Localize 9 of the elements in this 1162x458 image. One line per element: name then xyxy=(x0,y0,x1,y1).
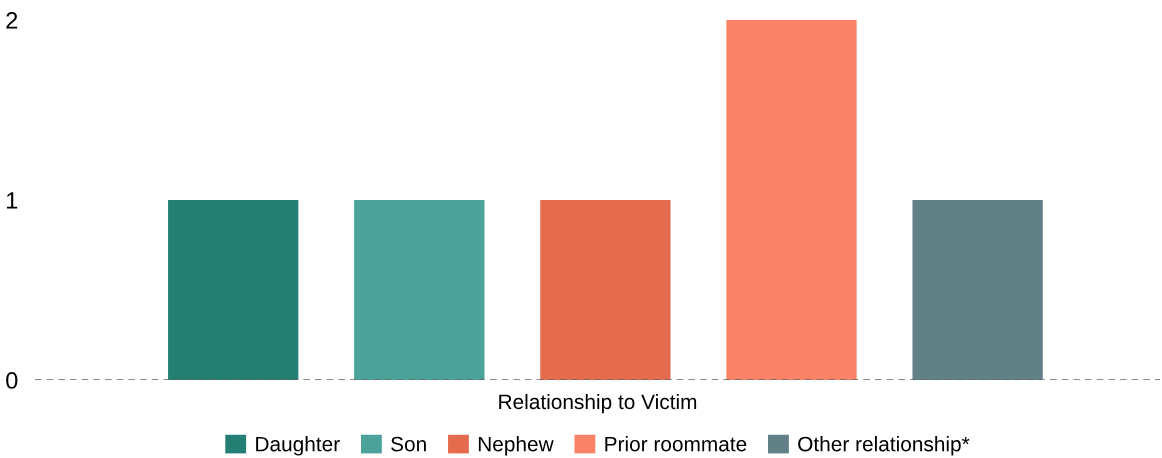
legend-label: Son xyxy=(391,436,426,452)
legend-label: Other relationship* xyxy=(798,436,970,456)
y-tick-label: 2 xyxy=(6,12,18,29)
y-tick-label: 1 xyxy=(7,192,18,209)
legend-label: Daughter xyxy=(256,436,340,456)
y-tick-label: 0 xyxy=(6,372,18,389)
x-axis-title: Relationship to Victim xyxy=(499,393,697,414)
legend-label: Prior roommate xyxy=(605,436,747,452)
legend-label: Nephew xyxy=(478,436,554,456)
